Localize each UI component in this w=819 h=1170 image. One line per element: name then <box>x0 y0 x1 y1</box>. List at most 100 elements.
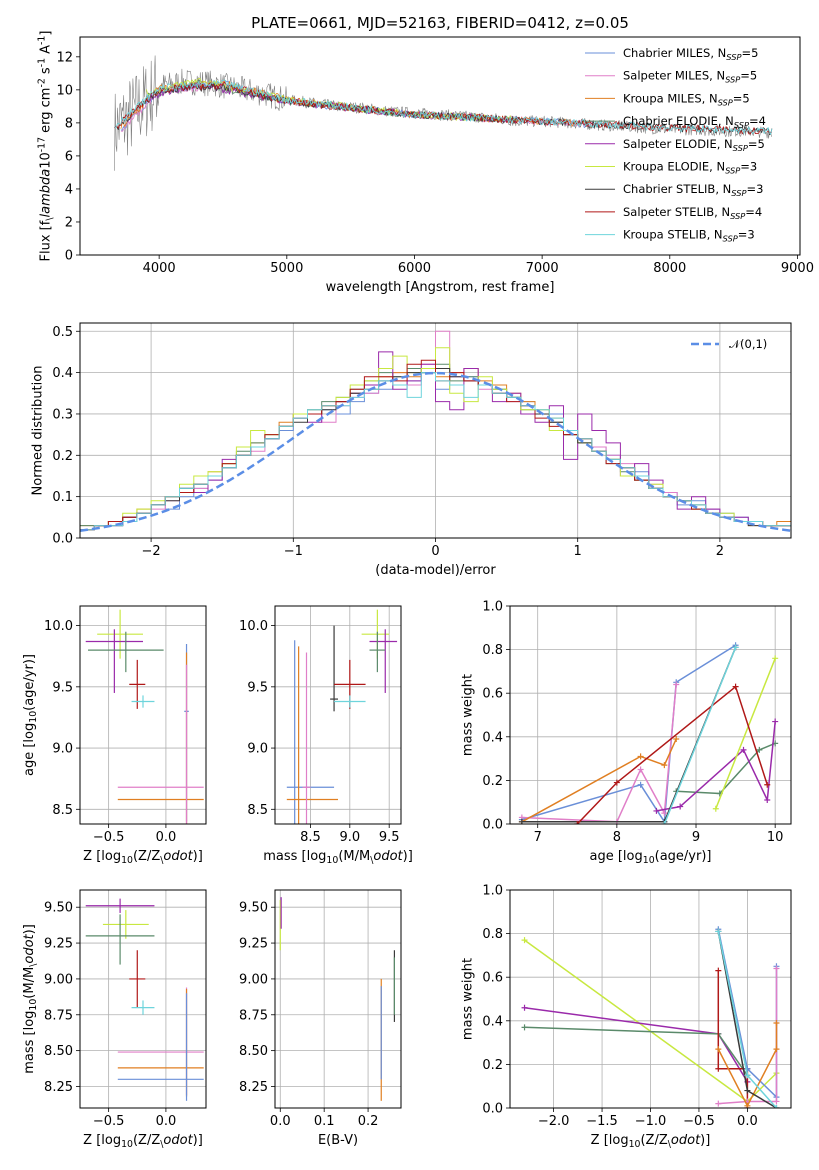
weight-marker <box>673 735 680 742</box>
weight-marker <box>521 1004 528 1011</box>
x-axis-label: wavelength [Angstrom, rest frame] <box>326 280 555 295</box>
x-tick-label: 0.0 <box>270 1114 291 1129</box>
y-tick-label: 9.5 <box>52 680 73 695</box>
y-axis-label: mass [log10(M/M\odot)] <box>22 924 39 1074</box>
x-tick-label: −1.5 <box>586 1114 618 1129</box>
weight-marker <box>772 718 779 725</box>
weight-marker <box>772 655 779 662</box>
y-tick-label: 0.2 <box>482 774 503 789</box>
y-axis-label: mass weight <box>460 958 475 1040</box>
chart-title: PLATE=0661, MJD=52163, FIBERID=0412, z=0… <box>251 14 629 32</box>
axes-frame <box>274 889 402 1109</box>
plot-area <box>279 897 396 1101</box>
x-tick-label: −1.0 <box>635 1114 667 1129</box>
histogram-step <box>80 372 791 538</box>
x-axis-label: Z [log10(Z/Z\odot)] <box>83 849 203 866</box>
weight-marker <box>637 781 644 788</box>
histogram-step <box>80 351 791 538</box>
x-tick-label: 0.0 <box>156 830 177 845</box>
weight-marker <box>773 1019 780 1026</box>
weight-marker <box>673 681 680 688</box>
y-tick-label: 9.0 <box>52 742 73 757</box>
y-tick-label: 4 <box>65 182 73 197</box>
x-tick-label: 9.0 <box>339 830 360 845</box>
y-tick-label: 6 <box>65 149 73 164</box>
x-tick-label: 6000 <box>398 261 431 276</box>
x-tick-label: 4000 <box>143 261 176 276</box>
y-tick-label: 1.0 <box>482 600 503 615</box>
legend-label: Kroupa STELIB, NSSP=3 <box>623 228 755 244</box>
spectrum-model-line <box>114 82 773 135</box>
y-tick-label: 9.5 <box>247 680 268 695</box>
y-tick-label: 8.25 <box>44 1080 73 1095</box>
x-tick-label: 0 <box>431 544 439 559</box>
axes-frame <box>79 36 801 256</box>
y-tick-label: 9.25 <box>239 937 268 952</box>
weight-marker <box>773 965 780 972</box>
x-tick-label: 10 <box>767 830 784 845</box>
weight-marker <box>773 1098 780 1105</box>
legend-label: Salpeter ELODIE, NSSP=5 <box>623 137 765 153</box>
weight-marker <box>521 1024 528 1031</box>
y-axis-label: Flux [f\lambda10-17 erg cm-2 s-1 A-1] <box>37 31 56 262</box>
weight-line <box>676 742 776 795</box>
weight-line <box>521 738 677 823</box>
weight-marker <box>773 1046 780 1053</box>
gaussian-curve <box>80 371 791 533</box>
y-tick-label: 0.4 <box>482 730 503 745</box>
weight-line <box>524 1006 749 1083</box>
x-tick-label: −0.5 <box>93 1114 125 1129</box>
y-tick-label: 0 <box>65 249 73 264</box>
y-tick-label: 2 <box>65 215 73 230</box>
plot-area <box>521 926 780 1108</box>
plot-area <box>518 642 779 824</box>
weight-marker <box>613 779 620 786</box>
weight-marker <box>712 805 719 812</box>
y-tick-label: 8.75 <box>239 1008 268 1023</box>
x-tick-label: −2.0 <box>538 1114 570 1129</box>
y-tick-label: 10.0 <box>239 619 268 634</box>
x-tick-label: 0.2 <box>358 1114 379 1129</box>
y-tick-label: 0.8 <box>482 927 503 942</box>
y-tick-label: 8.25 <box>239 1080 268 1095</box>
weight-marker <box>661 762 668 769</box>
plot-area <box>114 55 773 171</box>
y-tick-label: 8.5 <box>52 803 73 818</box>
weight-marker <box>764 797 771 804</box>
weight-marker <box>756 746 763 753</box>
legend-label: Salpeter MILES, NSSP=5 <box>623 69 757 85</box>
spectrum-model-line <box>114 79 773 135</box>
y-axis-label: age [log10(age/yr)] <box>22 654 39 776</box>
y-tick-label: 0.3 <box>52 407 73 422</box>
y-axis-label: mass weight <box>460 674 475 756</box>
weight-line <box>717 1023 778 1107</box>
chart-age-vs-Z: −0.5 0.0 8.5 9.0 9.5 10.0 Z [log10(Z/Z\odot)] a… <box>22 605 207 866</box>
weight-marker <box>732 644 739 651</box>
axes-frame <box>79 322 792 539</box>
chart-residuals: −2 −1 0 1 2 0.0 0.1 0.2 0.3 0.4 0.5 (data-model)/er… <box>30 322 792 578</box>
weight-marker <box>661 810 668 817</box>
weight-line <box>663 647 737 824</box>
weight-marker <box>715 1046 722 1053</box>
weight-line <box>576 685 769 824</box>
chart-weight-vs-Z: −2.0 −1.5 −1.0 −0.5 0.0 0.0 0.2 0.4 0.6 0.8 1.0 Z [… <box>460 884 792 1150</box>
axes-frame <box>509 605 792 825</box>
x-tick-label: 0.1 <box>314 1114 335 1129</box>
x-tick-label: 8000 <box>653 261 686 276</box>
plot-area <box>85 609 204 824</box>
x-tick-label: 0.0 <box>737 1114 758 1129</box>
chart-spectrum: 4000 5000 6000 7000 8000 9000 0 2 4 6 8 10 12 wavelen… <box>37 14 814 295</box>
x-axis-label: (data-model)/error <box>375 563 496 578</box>
legend-label: 𝒩(0,1) <box>729 337 767 351</box>
y-tick-label: 12 <box>56 50 73 65</box>
y-tick-label: 9.0 <box>247 742 268 757</box>
y-tick-label: 8 <box>65 116 73 131</box>
weight-marker <box>637 766 644 773</box>
y-tick-label: 0.4 <box>52 366 73 381</box>
spectrum-data-line <box>114 55 772 171</box>
weight-line <box>715 658 776 809</box>
y-axis-label: Normed distribution <box>30 366 45 496</box>
y-tick-label: 0.6 <box>482 687 503 702</box>
y-tick-label: 10.0 <box>44 619 73 634</box>
y-tick-label: 0.2 <box>482 1058 503 1073</box>
